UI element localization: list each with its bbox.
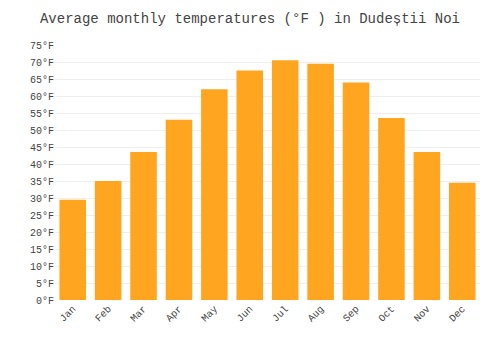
svg-text:65°F: 65°F: [30, 75, 54, 86]
svg-text:45°F: 45°F: [30, 143, 54, 154]
svg-text:Apr: Apr: [164, 304, 185, 325]
svg-text:40°F: 40°F: [30, 160, 54, 171]
svg-text:60°F: 60°F: [30, 92, 54, 103]
svg-text:5°F: 5°F: [36, 279, 54, 290]
svg-text:20°F: 20°F: [30, 228, 54, 239]
svg-text:75°F: 75°F: [30, 41, 54, 52]
svg-text:Jan: Jan: [58, 304, 79, 325]
svg-text:Aug: Aug: [306, 304, 327, 325]
svg-text:Nov: Nov: [412, 304, 433, 325]
svg-text:Oct: Oct: [377, 304, 398, 325]
svg-text:25°F: 25°F: [30, 211, 54, 222]
svg-text:Dec: Dec: [447, 304, 468, 325]
svg-text:Average monthly temperatures (: Average monthly temperatures (°F ) in Du…: [40, 11, 460, 27]
svg-text:30°F: 30°F: [30, 194, 54, 205]
svg-text:10°F: 10°F: [30, 262, 54, 273]
svg-text:15°F: 15°F: [30, 245, 54, 256]
svg-text:70°F: 70°F: [30, 58, 54, 69]
svg-text:Sep: Sep: [341, 304, 362, 325]
svg-text:50°F: 50°F: [30, 126, 54, 137]
svg-text:Jul: Jul: [270, 304, 291, 325]
svg-text:55°F: 55°F: [30, 109, 54, 120]
svg-text:35°F: 35°F: [30, 177, 54, 188]
svg-text:Mar: Mar: [129, 304, 150, 325]
svg-text:0°F: 0°F: [36, 296, 54, 307]
svg-text:May: May: [200, 304, 221, 325]
svg-text:Jun: Jun: [235, 304, 256, 325]
svg-text:Feb: Feb: [93, 304, 114, 325]
